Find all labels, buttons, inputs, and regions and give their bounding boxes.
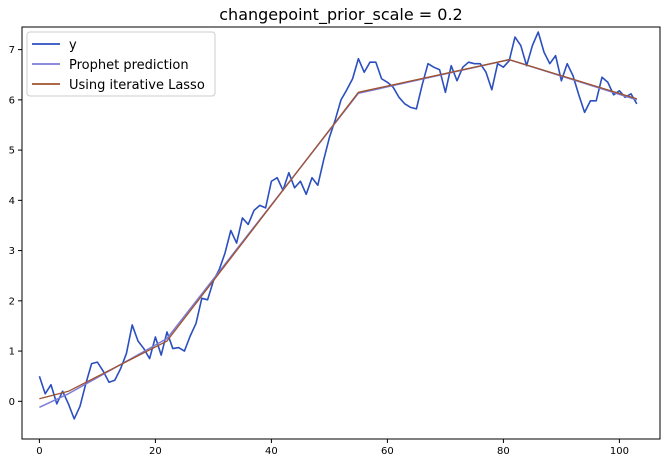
x-tick-label: 0 [36,446,42,457]
y-tick-label: 6 [9,95,15,106]
legend-label: y [69,38,77,53]
x-axis: 0 20 40 60 80 100 [36,439,629,457]
series-line-1 [38,31,638,420]
x-tick-label: 100 [610,446,629,457]
y-tick-label: 0 [9,397,15,408]
x-tick-label: 80 [497,446,510,457]
y-tick-label: 4 [9,196,15,207]
legend-box [26,31,216,97]
y-tick-label: 7 [9,45,15,56]
y-tick-label: 2 [9,296,15,307]
series-layer [38,31,638,420]
legend: y Prophet prediction Using iterative Lasso [26,31,216,97]
legend-label: Prophet prediction [69,58,189,73]
series-line-3 [39,59,637,400]
y-axis: 0 1 2 3 4 5 6 7 [9,45,22,408]
x-tick-label: 20 [149,446,162,457]
x-tick-label: 40 [265,446,278,457]
chart-title: changepoint_prior_scale = 0.2 [219,5,462,25]
legend-label: Using iterative Lasso [69,78,205,93]
x-tick-label: 60 [381,446,394,457]
y-tick-label: 1 [9,347,15,358]
y-tick-label: 5 [9,146,15,157]
y-tick-label: 3 [9,246,15,257]
